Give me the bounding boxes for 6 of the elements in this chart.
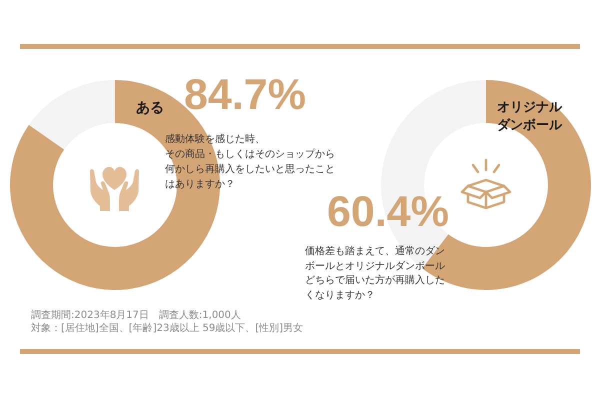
slice-label: ある bbox=[136, 99, 164, 117]
data-label: 60.4% bbox=[327, 188, 449, 236]
text: 価格差も踏まえて、通常のダンボールとオリジナルダンボールどちらで届いた方が再購入したくなりますか？ bbox=[305, 245, 446, 302]
data-label: 84.7% bbox=[184, 71, 306, 119]
text: 対象：[居住地]全国、[年齢]23歳以上 59歳以下、[性別]男女 bbox=[31, 323, 304, 335]
text: 調査期間:2023年8月17日 調査人数:1,000人 bbox=[31, 310, 241, 322]
